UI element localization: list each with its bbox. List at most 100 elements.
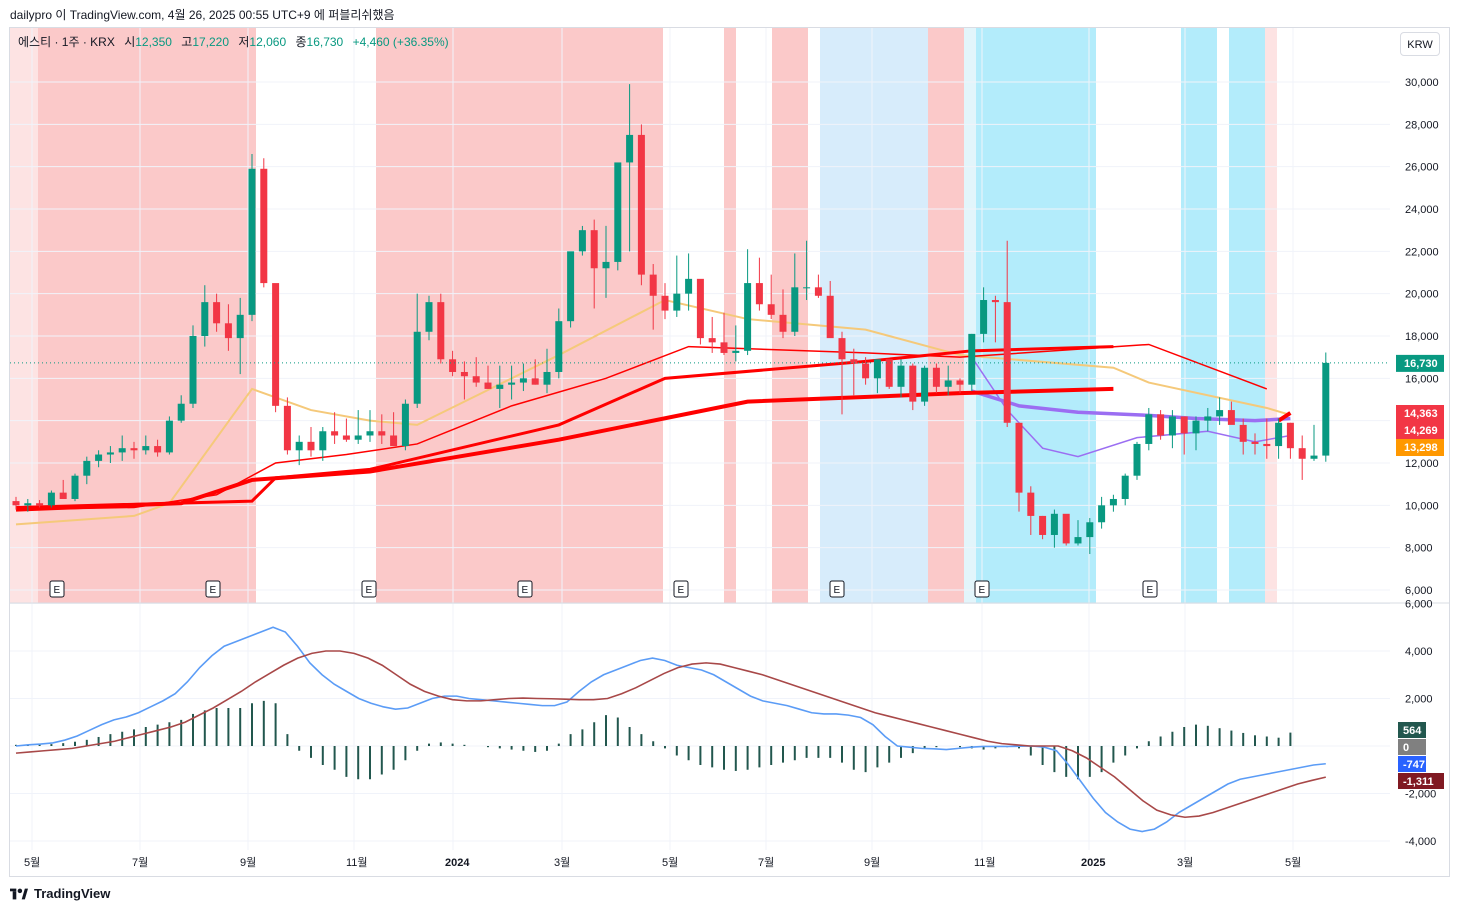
close-value: 16,730 [306, 35, 344, 49]
candle-body [213, 302, 221, 324]
currency-button[interactable]: KRW [1400, 32, 1440, 56]
candle-body [59, 492, 67, 499]
candle-body [295, 441, 303, 451]
zone-8 [976, 28, 1096, 603]
candle-body [272, 283, 280, 406]
candle-body [1168, 416, 1176, 436]
ma-red-tail [1277, 411, 1292, 423]
earnings-marker-label: E [1147, 585, 1154, 596]
time-axis-label: 5월 [1285, 856, 1301, 869]
candle-body [1180, 416, 1188, 434]
candle-body [1157, 414, 1165, 436]
footer-brand[interactable]: TradingView [10, 886, 110, 901]
candle-body [224, 323, 232, 339]
earnings-marker-label: E [678, 585, 685, 596]
ma-red-line-0 [15, 343, 1268, 511]
candle-body [12, 501, 20, 506]
indicator-tag [1398, 722, 1426, 738]
zone-6 [928, 28, 964, 603]
candle-body [826, 295, 834, 339]
candle-body [1239, 424, 1247, 442]
candle-body [590, 230, 598, 269]
time-axis-label: 3월 [1177, 856, 1193, 869]
candle-body [696, 278, 704, 339]
candle-body [24, 503, 32, 506]
price-tag-label: 14,269 [1404, 425, 1438, 437]
candle-body [1121, 475, 1129, 499]
time-axis-label: 9월 [240, 856, 256, 869]
ma-red-line-1 [15, 345, 1114, 509]
candle-body [142, 446, 150, 451]
candle-body [130, 448, 138, 451]
candle-body [1227, 410, 1235, 425]
candle-body [1074, 537, 1082, 544]
earnings-marker-icon [49, 580, 65, 598]
price-tag-label: 16,730 [1404, 358, 1438, 370]
candle-body [803, 287, 811, 289]
candle-body [1204, 416, 1212, 421]
time-axis-label: 9월 [864, 856, 880, 869]
candle-body [850, 359, 858, 364]
candle-body [118, 448, 126, 453]
price-axis-label: 18,000 [1405, 331, 1439, 343]
candle-body [177, 403, 185, 421]
macd-histogram [15, 700, 1292, 780]
indicator-tag [1398, 739, 1426, 755]
candle-body [401, 403, 409, 447]
earnings-marker-label: E [210, 585, 217, 596]
candle-body [95, 454, 103, 461]
candle-body [1039, 515, 1047, 535]
candles [12, 84, 1330, 555]
candle-body [968, 333, 976, 385]
indicator-tag-label: 0 [1403, 742, 1409, 754]
price-axis-label: 26,000 [1405, 162, 1439, 174]
candle-body [932, 367, 940, 387]
open-label: 시 [124, 35, 136, 49]
ma-purple-thin-line [971, 356, 1291, 458]
candle-body [661, 295, 669, 311]
candle-body [1286, 422, 1294, 449]
zone-2 [376, 28, 663, 603]
candle-body [814, 287, 822, 296]
earnings-marker-label: E [979, 585, 986, 596]
publish-header: dailypro 이 TradingView.com, 4월 26, 2025 … [10, 6, 395, 23]
candle-body [449, 359, 457, 372]
candle-body [508, 382, 516, 385]
low-value: 12,060 [249, 35, 287, 49]
ohlc-legend: 에스티 · 1주 · KRX 시12,350 고17,220 저12,060 종… [18, 33, 449, 50]
candle-body [319, 431, 327, 451]
candle-body [956, 380, 964, 385]
indicator-tag-label: 564 [1403, 725, 1422, 737]
high-label: 고 [181, 35, 193, 49]
candle-body [1192, 420, 1200, 434]
price-tag [1396, 354, 1444, 372]
candle-body [36, 503, 44, 506]
price-axis-label: 8,000 [1405, 543, 1433, 555]
earnings-marker-label: E [54, 585, 61, 596]
time-axis-label: 5월 [662, 856, 678, 869]
chart-frame [9, 27, 1450, 877]
candle-body [649, 274, 657, 296]
symbol-name[interactable]: 에스티 · 1주 · KRX [18, 35, 115, 49]
zone-4 [772, 28, 808, 603]
candle-body [567, 251, 575, 322]
price-axis-label: 20,000 [1405, 289, 1439, 301]
price-axis-label: 12,000 [1405, 458, 1439, 470]
candle-body [342, 435, 350, 440]
candle-body [1298, 448, 1306, 459]
candle-body [720, 342, 728, 353]
candle-body [909, 365, 917, 402]
price-tag [1396, 422, 1444, 439]
candle-body [626, 134, 634, 163]
candle-body [1098, 505, 1106, 523]
open-value: 12,350 [135, 35, 172, 49]
indicator-axis-label: 6,000 [1405, 599, 1433, 611]
indicator-tag-label: -747 [1403, 759, 1425, 771]
low-label: 저 [238, 35, 250, 49]
candle-body [708, 338, 716, 343]
price-tag-label: 13,298 [1404, 442, 1438, 454]
time-axis-label: 3월 [554, 856, 570, 869]
candle-body [897, 365, 905, 387]
candle-body [755, 283, 763, 305]
